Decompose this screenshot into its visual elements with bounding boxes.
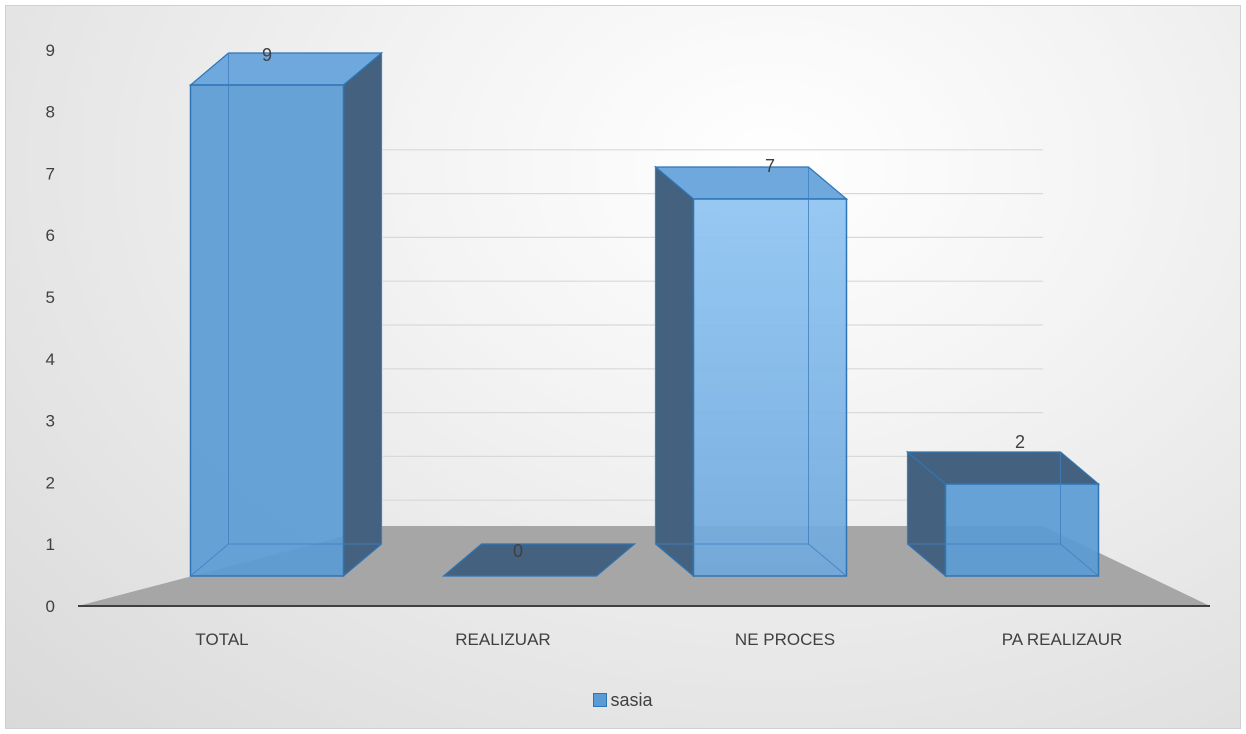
- y-tick-label: 7: [46, 164, 55, 183]
- x-tick-label: TOTAL: [195, 630, 248, 649]
- data-label: 7: [765, 156, 775, 176]
- x-axis-category-labels: TOTAL REALIZUAR NE PROCES PA REALIZAUR: [195, 630, 1122, 649]
- legend-swatch: [593, 692, 608, 707]
- data-label: 9: [262, 45, 272, 65]
- data-labels: 9 0 7 2: [262, 45, 1025, 561]
- bar-front: [692, 198, 848, 577]
- bar-front: [944, 483, 1100, 577]
- y-tick-label: 0: [46, 597, 55, 616]
- bar-back-edges: [655, 167, 809, 545]
- bar-side: [654, 165, 695, 578]
- legend: sasia: [0, 690, 1246, 711]
- y-tick-label: 6: [46, 226, 55, 245]
- x-tick-label: NE PROCES: [735, 630, 835, 649]
- bar-side: [342, 51, 383, 578]
- legend-label: sasia: [610, 690, 653, 710]
- y-axis-tick-labels: 0 1 2 3 4 5 6 7 8 9: [46, 41, 55, 616]
- x-tick-label: REALIZUAR: [455, 630, 550, 649]
- bar-back-edges: [228, 53, 382, 545]
- y-tick-label: 3: [46, 412, 55, 431]
- bar-depth-edge: [190, 543, 229, 577]
- data-label: 0: [513, 541, 523, 561]
- bar: [905, 450, 1101, 578]
- bar-front: [189, 84, 345, 577]
- y-tick-label: 4: [46, 350, 55, 369]
- bar: [441, 543, 637, 577]
- y-tick-label: 1: [46, 535, 55, 554]
- data-label: 2: [1015, 432, 1025, 452]
- x-tick-label: PA REALIZAUR: [1002, 630, 1123, 649]
- bar-depth-edge: [808, 543, 847, 577]
- y-tick-label: 9: [46, 41, 55, 60]
- y-tick-label: 8: [46, 103, 55, 122]
- y-tick-label: 2: [46, 473, 55, 492]
- bar-depth-edge: [1060, 543, 1099, 577]
- y-tick-label: 5: [46, 288, 55, 307]
- bar: [188, 51, 384, 578]
- bar: [653, 165, 849, 578]
- bars: [188, 51, 1101, 578]
- bar-back-edges: [907, 452, 1061, 545]
- bar-face: [441, 543, 637, 577]
